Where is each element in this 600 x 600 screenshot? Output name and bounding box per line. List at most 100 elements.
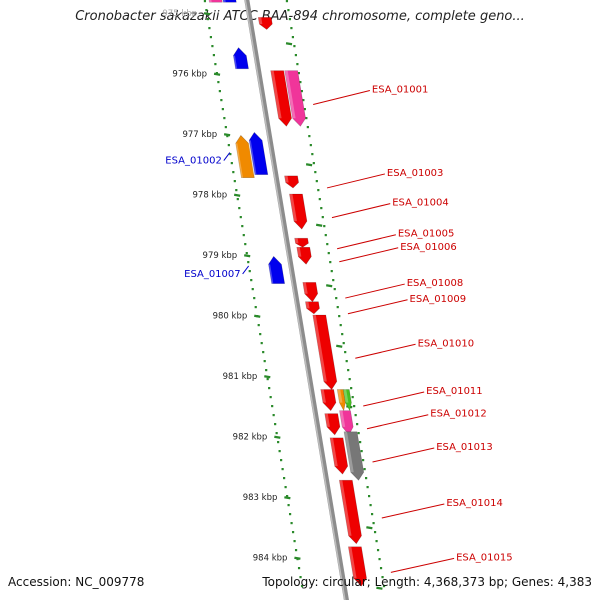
scale-dot	[248, 270, 251, 273]
gene-label[interactable]: ESA_01011	[426, 386, 483, 397]
genome-summary: Topology: circular; Length: 4,368,373 bp…	[262, 575, 592, 589]
gene-feature[interactable]	[233, 47, 249, 70]
gene-feature[interactable]	[305, 301, 320, 315]
gene-label[interactable]: ESA_01008	[407, 278, 464, 289]
gene-label[interactable]: ESA_01014	[446, 498, 503, 509]
scale-dot	[259, 333, 262, 336]
gene-feature[interactable]	[284, 70, 306, 127]
gene-feature[interactable]	[312, 314, 338, 390]
scale-dot	[285, 0, 289, 3]
scale-dot	[288, 18, 292, 21]
scale-dot	[357, 432, 360, 435]
scale-dot	[308, 135, 311, 138]
scale-major-tick	[233, 193, 241, 197]
scale-dot	[291, 36, 295, 39]
scale-dot	[205, 9, 208, 12]
scale-dot	[250, 279, 253, 282]
scale-dot	[309, 144, 312, 147]
gene-label-leader	[366, 414, 429, 430]
scale-dot	[212, 54, 215, 57]
scale-dot	[323, 225, 326, 228]
scale-dot	[291, 531, 295, 534]
scale-major-tick	[284, 496, 291, 500]
scale-dot	[218, 90, 221, 93]
scale-dot	[347, 369, 350, 372]
gene-feature[interactable]	[343, 431, 365, 481]
scale-dot	[315, 180, 318, 183]
scale-dot	[335, 297, 338, 300]
gene-label-leader	[345, 283, 405, 299]
gene-feature[interactable]	[324, 413, 341, 436]
gene-label[interactable]: ESA_01013	[436, 442, 493, 453]
gene-feature[interactable]	[320, 389, 337, 412]
gene-label[interactable]: ESA_01003	[387, 168, 444, 179]
gene-feature[interactable]	[302, 282, 319, 303]
gene-label-leader	[242, 265, 250, 275]
scale-dot	[311, 153, 314, 156]
scale-dot	[321, 216, 324, 219]
gene-label[interactable]: ESA_01015	[456, 552, 513, 563]
scale-tick-label: 976 kbp	[172, 70, 207, 80]
gene-label[interactable]: ESA_01007	[184, 269, 241, 280]
gene-shading	[312, 315, 327, 382]
scale-dot	[351, 396, 354, 399]
gene-feature[interactable]	[257, 17, 273, 30]
scale-dot	[332, 279, 335, 282]
gene-feature[interactable]	[339, 410, 354, 436]
gene-feature[interactable]	[296, 246, 312, 265]
gene-feature[interactable]	[284, 175, 299, 189]
gene-feature[interactable]	[329, 437, 349, 475]
gene-feature[interactable]	[268, 255, 286, 284]
gene-label[interactable]: ESA_01002	[165, 156, 222, 167]
gene-feature[interactable]	[270, 70, 292, 127]
scale-dot	[283, 477, 286, 480]
scale-major-tick	[285, 42, 293, 46]
gene-label[interactable]: ESA_01006	[400, 242, 457, 253]
gene-shading	[339, 410, 346, 427]
scale-dot	[360, 450, 363, 453]
scale-dot	[375, 540, 378, 543]
gene-label[interactable]: ESA_01012	[430, 409, 487, 420]
gene-feature[interactable]	[336, 389, 346, 412]
gene-label[interactable]: ESA_01010	[418, 338, 475, 349]
gene-shading	[343, 389, 349, 403]
gene-feature[interactable]	[222, 0, 237, 3]
gene-feature[interactable]	[342, 389, 352, 412]
gene-feature[interactable]	[348, 546, 367, 587]
scale-dot	[238, 207, 241, 210]
chromosome-backbone	[244, 0, 349, 600]
gene-feature[interactable]	[208, 0, 223, 3]
gene-labels: ESA_01001 ESA_01002 ESA_01003 ESA_01004 ESA_…	[165, 84, 513, 573]
gene-feature[interactable]	[289, 193, 308, 230]
scale-dot	[329, 261, 332, 264]
gene-shading	[208, 0, 212, 3]
scale-dot	[251, 288, 254, 291]
scale-dot	[314, 171, 317, 174]
scale-dot	[208, 27, 211, 30]
scale-tick-label: 981 kbp	[223, 372, 258, 382]
gene-feature[interactable]	[235, 134, 255, 179]
gene-feature[interactable]	[338, 479, 362, 545]
scale-dot	[318, 198, 321, 201]
scale-ruler: 975 kbp 976 kbp 977 kbp 978 kbp 979 kbp 980 k…	[162, 0, 386, 590]
gene-label[interactable]: ESA_01004	[392, 198, 449, 209]
backbone-line	[244, 0, 349, 600]
scale-dot	[372, 522, 375, 525]
gene-label[interactable]: ESA_01009	[410, 294, 467, 305]
gene-label-leader	[372, 447, 435, 463]
gene-label[interactable]: ESA_01005	[398, 229, 455, 240]
scale-dot	[220, 99, 223, 102]
scale-dot	[268, 387, 271, 390]
map-title: Cronobacter sakazakii ATCC BAA-894 chrom…	[75, 9, 525, 24]
scale-dot	[226, 135, 229, 138]
scale-dot	[244, 243, 247, 246]
scale-dot	[260, 342, 263, 345]
gene-shading	[258, 17, 263, 25]
scale-dot	[320, 207, 323, 210]
accession-label: Accession: NC_009778	[8, 575, 145, 589]
gene-label[interactable]: ESA_01001	[372, 84, 429, 95]
gene-feature[interactable]	[248, 131, 269, 175]
gene-feature[interactable]	[294, 237, 309, 248]
scale-major-tick	[366, 526, 373, 530]
